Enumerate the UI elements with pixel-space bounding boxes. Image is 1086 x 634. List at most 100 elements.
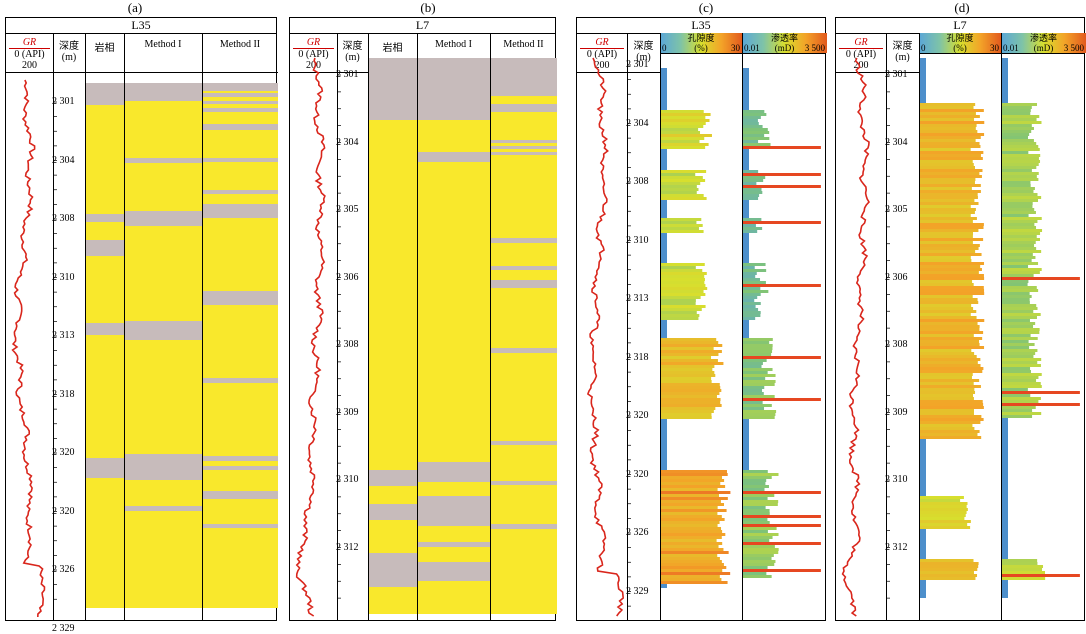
shale-interval <box>491 104 557 112</box>
shale-interval <box>203 124 278 130</box>
permeability-bar <box>1002 202 1033 205</box>
porosity-bar <box>920 145 981 148</box>
porosity-bar <box>661 416 712 419</box>
porosity-bar <box>661 344 723 347</box>
depth-tick-label: 2 308 <box>52 213 75 224</box>
depth-tick-label: 2 305 <box>336 204 359 215</box>
panel-c-graphics <box>586 57 821 617</box>
porosity-bar <box>661 572 731 575</box>
porosity-bar <box>661 284 706 287</box>
porosity-bar <box>920 274 984 277</box>
depth-label: 深度 <box>342 41 363 52</box>
porosity-bar <box>661 185 697 188</box>
permeability-bar <box>743 341 770 344</box>
shale-interval <box>418 462 490 482</box>
permeability-bar <box>1002 226 1037 229</box>
porosity-bar <box>920 286 984 289</box>
porosity-bar <box>661 350 722 353</box>
porosity-bar <box>661 470 727 473</box>
permeability-bar <box>743 521 770 524</box>
shale-interval <box>203 524 278 528</box>
porosity-bar <box>920 298 978 301</box>
permeability-bar <box>1002 277 1080 280</box>
porosity-bar <box>661 488 718 491</box>
porosity-bar <box>920 568 978 571</box>
shale-interval <box>203 190 278 194</box>
permeability-bar <box>1002 142 1037 145</box>
method1-header: Method I <box>124 33 202 73</box>
permeability-bar <box>1002 181 1031 184</box>
shale-interval <box>203 291 278 305</box>
porosity-bar <box>661 365 715 368</box>
permeability-bar <box>1002 304 1037 307</box>
permeability-bar <box>1002 205 1033 208</box>
permeability-bar <box>1002 124 1032 127</box>
porosity-bar <box>661 377 712 380</box>
porosity-bar <box>920 109 984 112</box>
shale-interval <box>86 214 124 222</box>
depth-tick-label: 2 310 <box>626 234 649 246</box>
depth-header: 深度 (m) <box>337 33 368 73</box>
permeability-bar <box>1002 193 1038 196</box>
shale-interval <box>418 562 490 581</box>
porosity-bar <box>661 371 715 374</box>
porosity-bar <box>661 122 706 125</box>
lithofacies-header: 岩相 <box>85 33 124 73</box>
permeability-bar <box>1002 295 1032 298</box>
porosity-header: 孔隙度 0 (%) 30 <box>919 33 1001 53</box>
base-bar <box>661 68 667 588</box>
porosity-bar <box>920 130 978 133</box>
permeability-bar <box>743 308 759 311</box>
porosity-bar <box>920 103 976 106</box>
permeability-bar <box>1002 364 1041 367</box>
shale-interval <box>491 348 557 353</box>
permeability-bar <box>743 350 773 353</box>
depth-unit: (m) <box>61 52 77 63</box>
permeability-bar <box>1002 385 1042 388</box>
porosity-bar <box>920 160 973 163</box>
depth-tick-label: 2 308 <box>336 339 359 350</box>
porosity-bar <box>661 302 696 305</box>
permeability-bar <box>1002 391 1080 394</box>
depth-tick-label: 2 304 <box>52 154 75 166</box>
porosity-bar <box>920 331 984 334</box>
porosity-bar <box>661 542 723 545</box>
depth-tick-label: 2 320 <box>52 505 75 517</box>
porosity-name: 孔隙度 <box>946 33 974 43</box>
porosity-bar <box>661 263 705 266</box>
gr-curve <box>11 79 46 618</box>
permeability-bar <box>1002 262 1039 265</box>
porosity-bar <box>661 287 708 290</box>
porosity-bar <box>661 362 724 365</box>
porosity-bar <box>661 182 701 185</box>
permeability-bar <box>1002 214 1029 217</box>
porosity-bar <box>920 358 981 361</box>
permeability-bar <box>743 287 761 290</box>
permeability-bar <box>1002 217 1042 220</box>
depth-tick-label: 2 306 <box>336 271 359 283</box>
porosity-bar <box>920 334 974 337</box>
permeability-bar <box>1002 358 1042 361</box>
shale-interval <box>418 58 490 120</box>
permeability-bar <box>1002 298 1030 301</box>
porosity-bar <box>920 115 980 118</box>
sand-interval <box>491 58 557 614</box>
porosity-unit: (%) <box>694 43 708 53</box>
shale-interval <box>491 266 557 270</box>
shale-interval <box>203 204 278 218</box>
porosity-bar <box>661 359 718 362</box>
panel-label-c: (c) <box>698 0 714 15</box>
gr-header: GR 0 (API) 200 <box>836 33 886 73</box>
gr-scale: 0 (API) 200 <box>293 48 334 71</box>
gr-header: GR 0 (API) 200 <box>6 33 53 73</box>
permeability-bar <box>743 281 766 284</box>
porosity-bar <box>920 427 975 430</box>
permeability-bar <box>743 131 770 134</box>
porosity-bar <box>661 278 705 281</box>
depth-label: 深度 <box>59 41 79 52</box>
porosity-bar <box>661 524 718 527</box>
porosity-bar <box>920 178 976 181</box>
porosity-bar <box>920 271 979 274</box>
permeability-bar <box>1002 289 1039 292</box>
porosity-bar <box>920 148 971 151</box>
